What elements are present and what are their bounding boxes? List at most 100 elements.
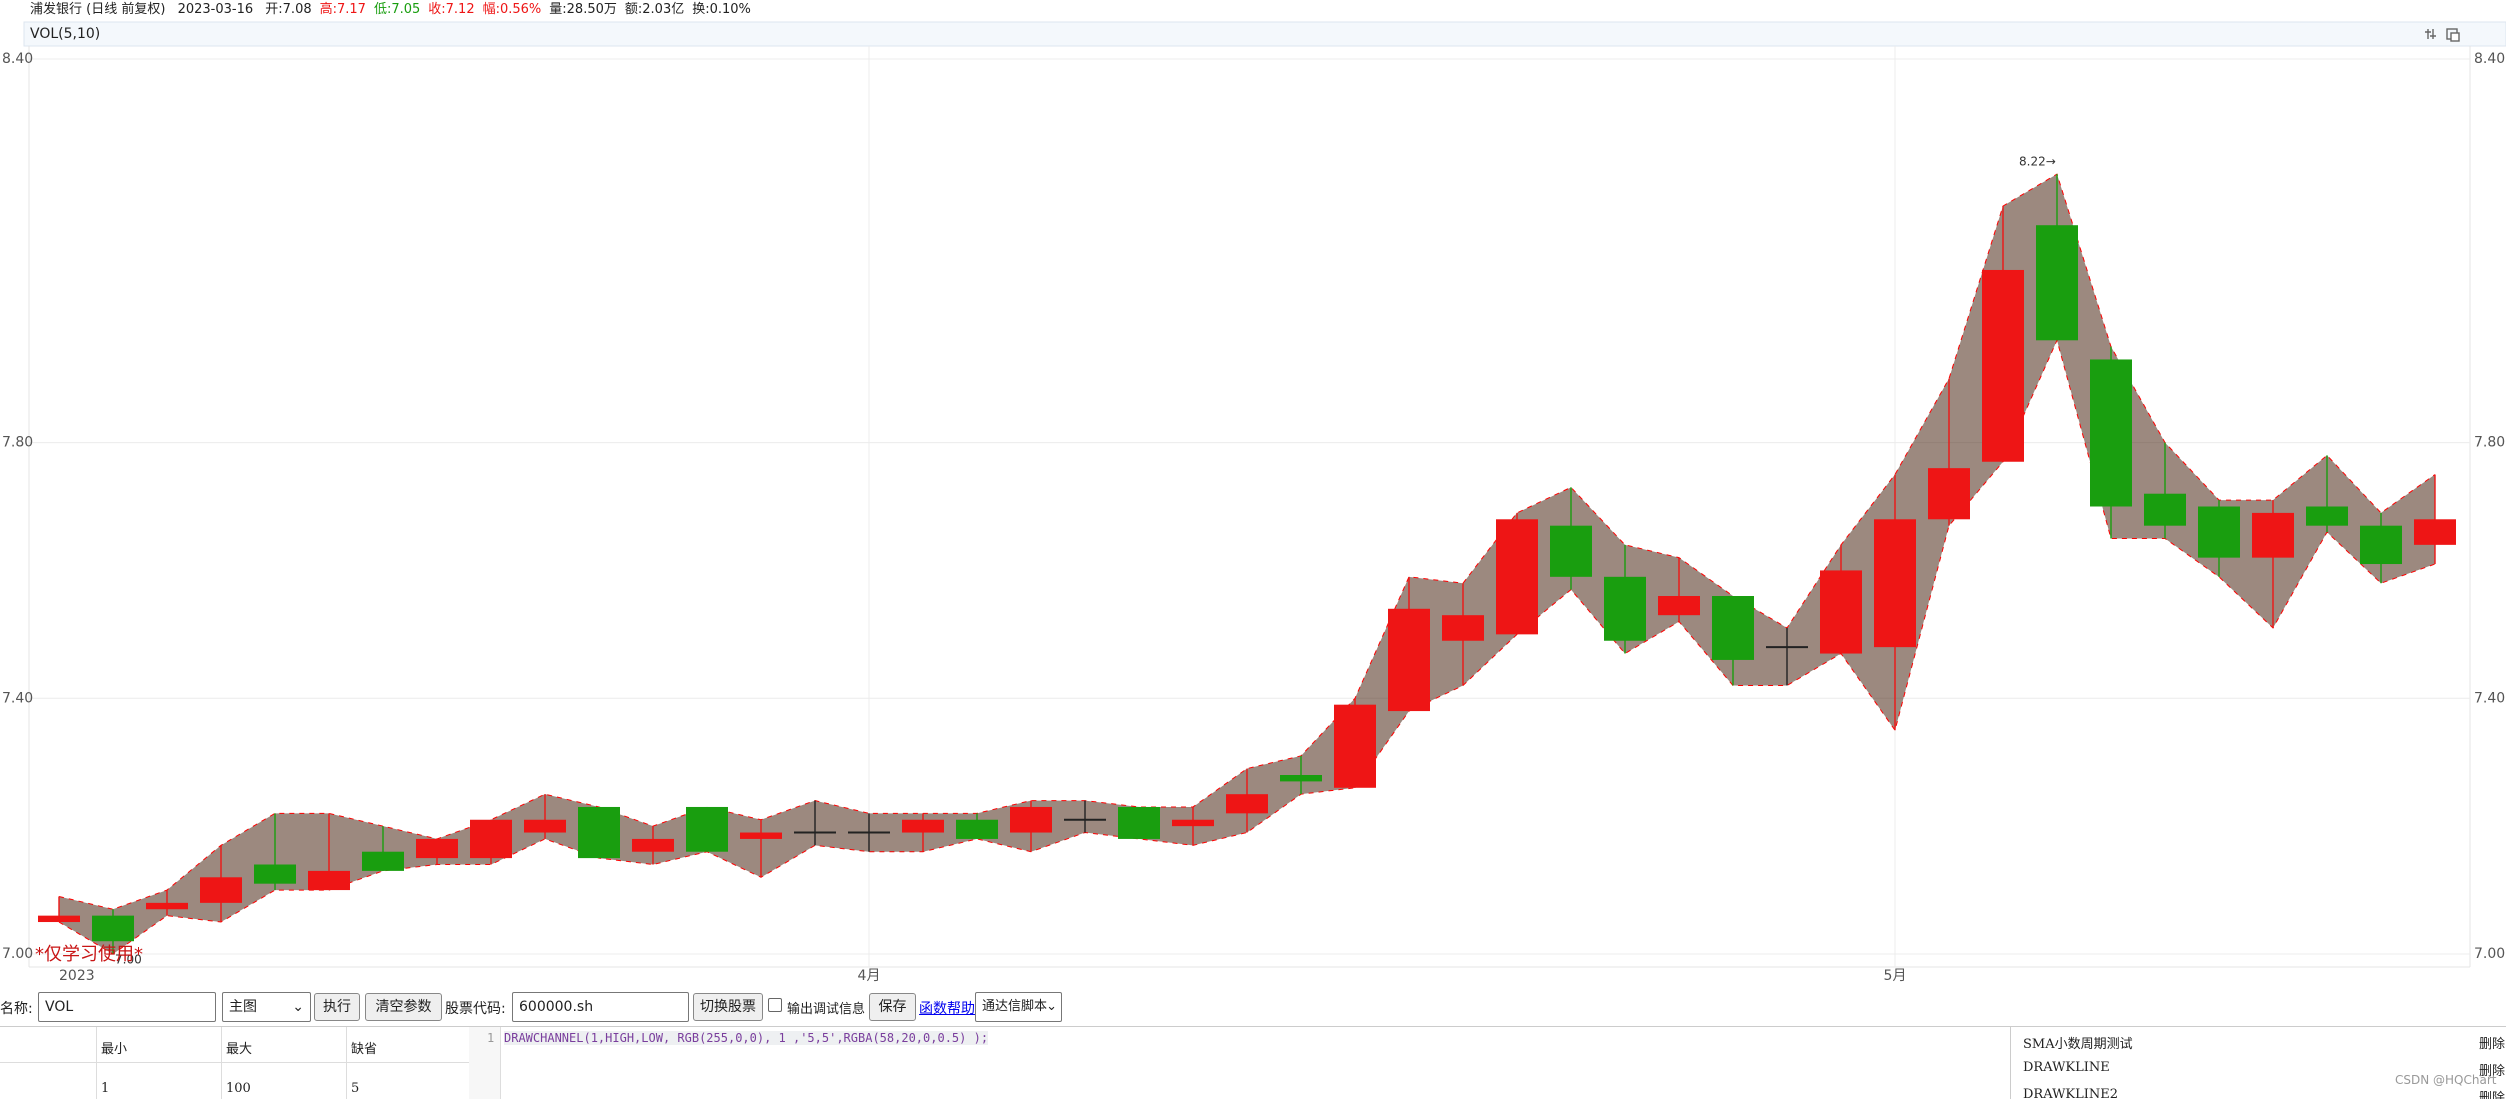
candle-body <box>2198 506 2240 558</box>
param-table: 最小 最大 缺省 1 100 5 <box>0 1026 470 1099</box>
name-label: 名称: <box>0 1001 33 1017</box>
date: 2023-03-16 <box>177 2 254 17</box>
footer: CSDN @HQChart <box>2395 1073 2497 1087</box>
info-bar: 浦发银行 (日线 前复权) 2023-03-16 开:7.08 高:7.17 低:7… <box>30 0 751 20</box>
candle-body <box>1928 468 1970 520</box>
script-delete[interactable]: 删除 <box>2478 1037 2505 1052</box>
candle-body <box>1550 525 1592 577</box>
y-tick-label-right: 7.80 <box>2474 435 2505 451</box>
candle-body <box>1604 576 1646 641</box>
x-tick-label: 4月 <box>858 968 881 984</box>
candle-body <box>686 806 728 852</box>
candle-body <box>1658 596 1700 616</box>
info-field: 低:7.05 <box>373 2 421 17</box>
table-header: 最小 <box>101 1042 128 1057</box>
candle-body <box>362 851 404 871</box>
code-input[interactable]: 600000.sh <box>512 992 689 1022</box>
script-name: DRAWKLINE2 <box>2023 1087 2119 1099</box>
candle-body <box>1820 570 1862 654</box>
table-header: 最大 <box>226 1042 253 1057</box>
table-header: 缺省 <box>351 1042 378 1057</box>
min-label: 7.00 <box>115 953 142 967</box>
fields: 开:7.08 高:7.17 低:7.05 收:7.12 幅:0.56% 量:28.50万额… <box>257 2 751 17</box>
debug-checkbox[interactable] <box>768 998 782 1012</box>
x-tick-label: 2023 <box>59 968 95 984</box>
y-tick-label: 7.40 <box>2 690 33 706</box>
max-label: 8.22→ <box>2019 155 2056 169</box>
candle-body <box>524 819 566 833</box>
name-input[interactable]: VOL <box>38 992 216 1022</box>
info-field: 高:7.17 <box>319 2 366 17</box>
candle-body <box>1010 806 1052 833</box>
clear-button[interactable]: 清空参数 <box>365 993 442 1021</box>
indicator-bar <box>23 21 2506 47</box>
toolbar-icons[interactable] <box>2425 28 2460 42</box>
code-label: 股票代码: <box>445 1001 506 1017</box>
switch-button[interactable]: 切换股票 <box>693 993 763 1021</box>
editor[interactable]: 1 DRAWCHANNEL(1,HIGH,LOW, RGB(255,0,0), … <box>469 1026 2010 1099</box>
candle-body <box>956 819 998 839</box>
position-value: 主图 <box>229 999 257 1015</box>
candle-body <box>38 915 80 923</box>
script-value: 通达信脚本 <box>982 999 1048 1014</box>
candle-body <box>1172 819 1214 827</box>
candle-body <box>92 915 134 942</box>
script-name: DRAWKLINE <box>2023 1060 2110 1075</box>
candle-body <box>1226 794 1268 814</box>
y-tick-label-right: 8.40 <box>2474 51 2505 67</box>
script-delete[interactable]: 删除 <box>2478 1064 2505 1079</box>
candle-body <box>1982 269 2024 462</box>
candle-body <box>2090 359 2132 507</box>
candle-body <box>632 838 674 852</box>
candle-body <box>2036 225 2078 341</box>
candle-body <box>146 902 188 910</box>
info-field: 开:7.08 <box>265 2 312 17</box>
y-tick-label: 7.80 <box>2 435 33 451</box>
candle-body <box>1118 806 1160 839</box>
info-field: 换:0.10% <box>692 2 751 17</box>
stock-name: 浦发银行 <box>30 2 83 17</box>
candle-body <box>902 819 944 833</box>
watermark: *仅学习使用* <box>35 944 143 965</box>
info-field: 额:2.03亿 <box>624 2 685 17</box>
channel-high <box>58 173 2436 910</box>
y-tick-label-right: 7.40 <box>2474 690 2505 706</box>
line-number: 1 <box>487 1031 495 1045</box>
candle-body <box>1334 704 1376 788</box>
code-line: DRAWCHANNEL(1,HIGH,LOW, RGB(255,0,0), 1 … <box>504 1031 989 1045</box>
candle-body <box>1280 775 1322 782</box>
candle-body <box>740 832 782 839</box>
position-select[interactable]: 主图 ⌄ <box>222 992 311 1022</box>
table-cell: 5 <box>351 1081 360 1096</box>
y-tick-label: 7.00 <box>2 946 33 962</box>
candle-body <box>254 864 296 884</box>
period: (日线 前复权) <box>86 2 166 17</box>
script-delete[interactable]: 删除 <box>2478 1091 2505 1099</box>
candle-body <box>1496 519 1538 635</box>
info-field: 幅:0.56% <box>482 2 542 17</box>
candle-body <box>470 819 512 859</box>
channel-fill <box>59 174 2435 955</box>
script-name: SMA小数周期测试 <box>2023 1037 2133 1052</box>
y-tick-label: 8.40 <box>2 51 33 67</box>
run-button[interactable]: 执行 <box>314 993 360 1021</box>
save-button[interactable]: 保存 <box>869 993 916 1021</box>
script-select[interactable]: 通达信脚本 ⌄ <box>975 992 1062 1022</box>
help-link[interactable]: 函数帮助 <box>919 1001 975 1017</box>
chart: VOL(5,10) 8.40 8.40 7.80 7.80 7.40 7.40 7.00 7.… <box>2 21 2506 984</box>
candle-body <box>416 838 458 859</box>
indicator-label: VOL(5,10) <box>30 26 100 42</box>
candle-body <box>308 870 350 891</box>
candle-body <box>578 806 620 859</box>
x-tick-label: 5月 <box>1884 968 1907 984</box>
candle-body <box>1874 519 1916 648</box>
info-field: 量:28.50万 <box>549 2 617 17</box>
script-list: SMA小数周期测试 删除 DRAWKLINE 删除 DRAWKLINE2 删除 <box>2010 1026 2506 1099</box>
candle-body <box>2414 519 2456 545</box>
candle-body <box>1712 596 1754 660</box>
debug-label: 输出调试信息 <box>787 1002 866 1017</box>
candle-body <box>1388 608 1430 712</box>
candle-body <box>2306 506 2348 526</box>
table-cell: 1 <box>101 1081 110 1096</box>
